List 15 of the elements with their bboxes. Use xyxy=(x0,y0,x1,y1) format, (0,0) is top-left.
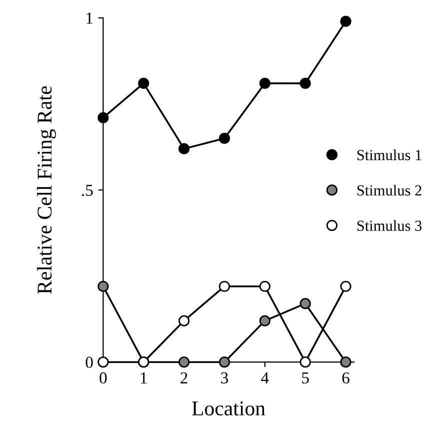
x-axis-title: Location xyxy=(192,401,266,416)
x-tick-label: 2 xyxy=(180,372,188,384)
x-tick-label: 0 xyxy=(100,372,107,384)
legend-label: Stimulus 3 xyxy=(357,220,422,231)
y-axis-title: Relative Cell Firing Rate xyxy=(36,86,56,294)
x-tick-label: 5 xyxy=(302,372,309,384)
x-tick-label: 1 xyxy=(140,372,147,384)
y-tick-label: 0 xyxy=(86,356,93,368)
x-tick-label: 4 xyxy=(261,372,269,384)
legend-label: Stimulus 1 xyxy=(357,149,422,160)
x-tick-label: 6 xyxy=(342,372,350,384)
y-tick-label: .5 xyxy=(82,184,93,196)
x-tick-label: 3 xyxy=(221,372,228,384)
y-tick-label: 1 xyxy=(86,12,92,24)
legend-label: Stimulus 2 xyxy=(357,184,422,196)
